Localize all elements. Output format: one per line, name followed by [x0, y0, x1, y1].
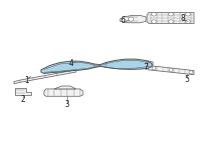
- Circle shape: [169, 20, 173, 23]
- Text: 2: 2: [21, 95, 25, 104]
- Polygon shape: [54, 86, 76, 89]
- Text: 7: 7: [144, 63, 148, 72]
- Circle shape: [189, 71, 193, 74]
- Polygon shape: [145, 60, 153, 65]
- Circle shape: [152, 67, 156, 70]
- Polygon shape: [41, 59, 152, 74]
- Circle shape: [152, 20, 156, 23]
- Polygon shape: [44, 89, 83, 96]
- Circle shape: [152, 12, 156, 16]
- Polygon shape: [147, 12, 194, 24]
- Text: 4: 4: [69, 59, 73, 69]
- Circle shape: [128, 17, 134, 21]
- Text: 6: 6: [121, 16, 125, 25]
- Circle shape: [186, 12, 190, 16]
- Circle shape: [186, 20, 190, 23]
- Circle shape: [169, 69, 173, 72]
- Text: 1: 1: [25, 76, 29, 85]
- Polygon shape: [148, 65, 194, 75]
- Polygon shape: [14, 70, 76, 84]
- Text: 5: 5: [185, 75, 189, 84]
- Text: 8: 8: [181, 14, 185, 23]
- Polygon shape: [15, 88, 31, 95]
- Text: 3: 3: [65, 100, 69, 109]
- Circle shape: [169, 12, 173, 16]
- Polygon shape: [120, 15, 146, 23]
